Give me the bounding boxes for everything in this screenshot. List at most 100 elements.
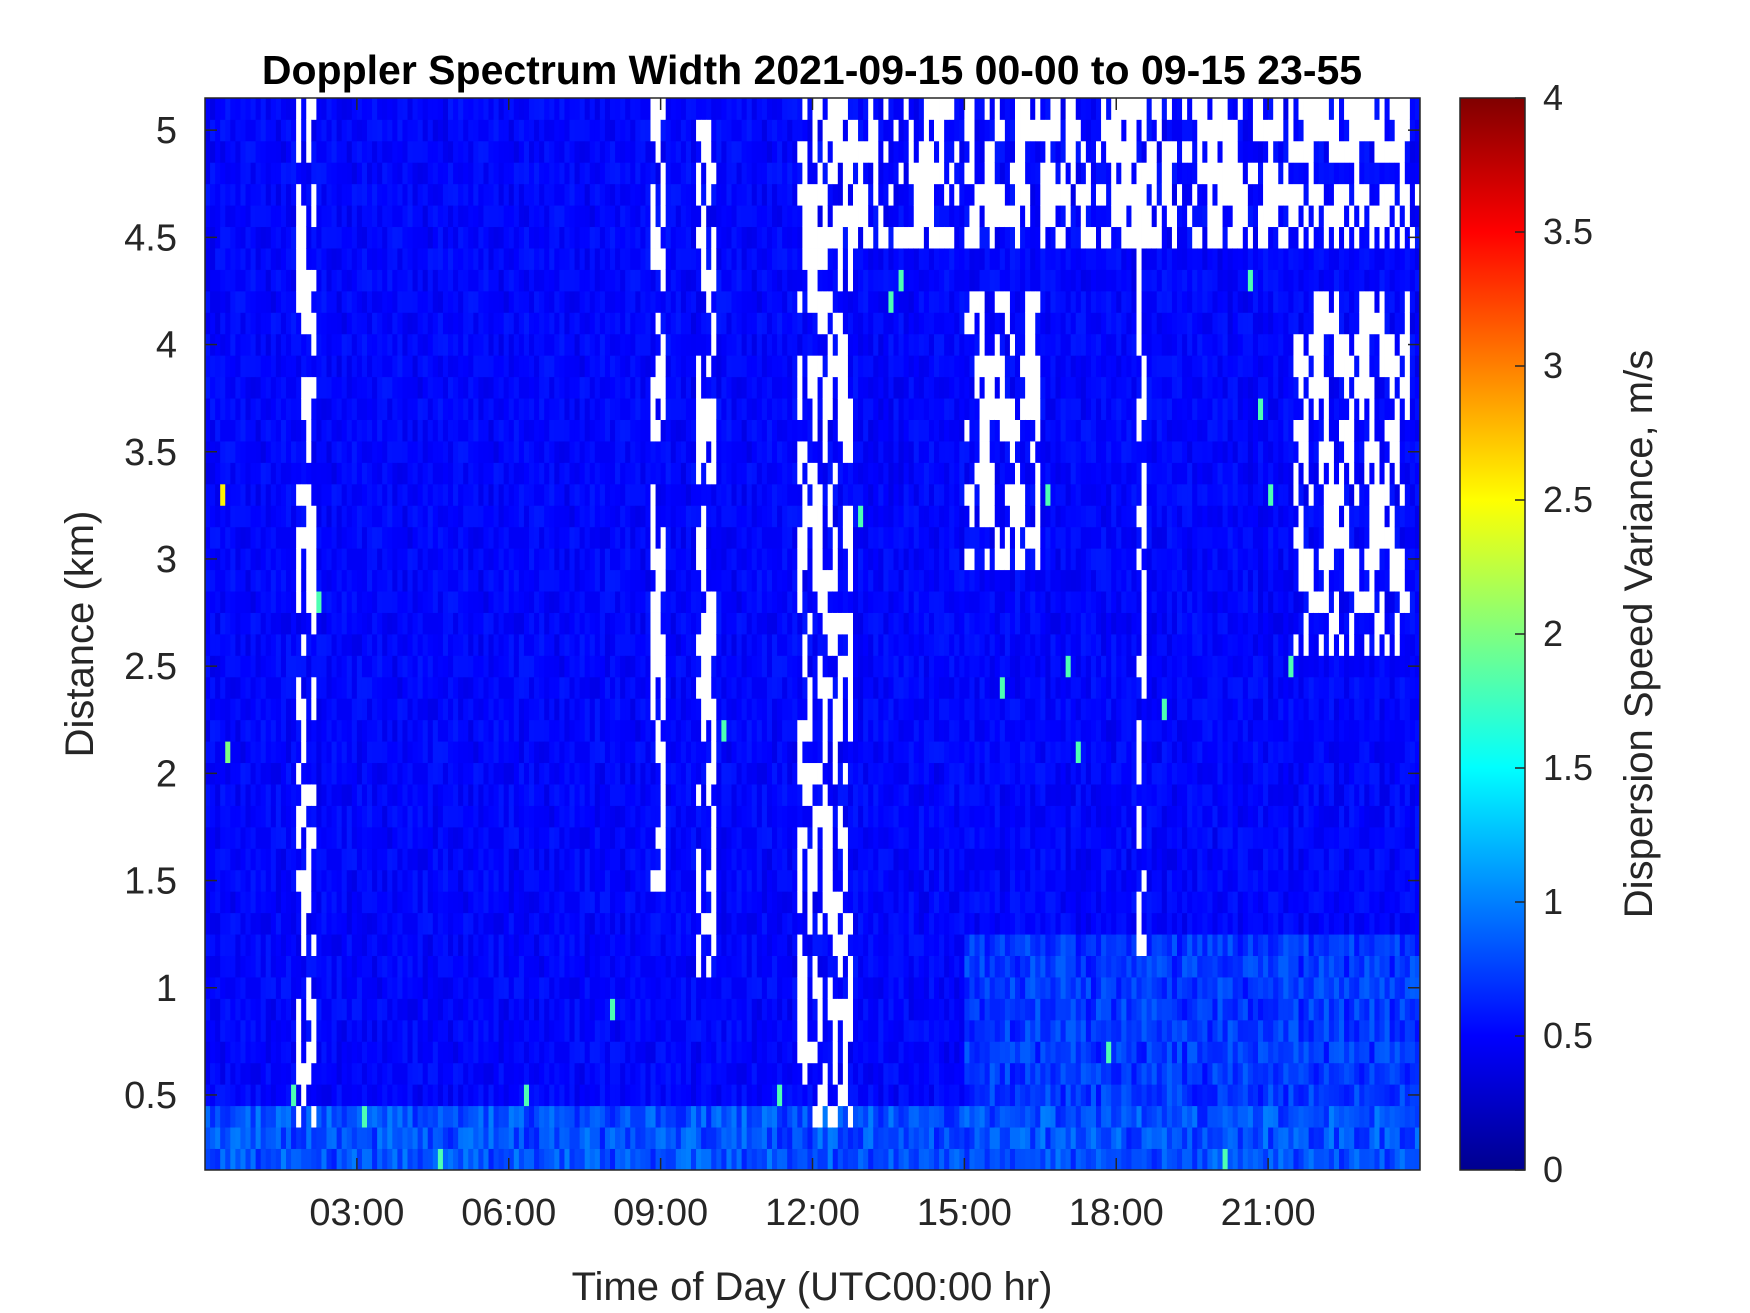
heatmap-cell bbox=[336, 591, 343, 613]
heatmap-cell bbox=[341, 719, 348, 742]
heatmap-cell bbox=[523, 505, 530, 528]
heatmap-cell bbox=[448, 762, 454, 785]
heatmap-cell bbox=[417, 891, 424, 914]
heatmap-cell bbox=[589, 934, 596, 956]
heatmap-cell bbox=[473, 119, 479, 142]
heatmap-cell bbox=[255, 526, 262, 549]
heatmap-cell bbox=[610, 226, 616, 249]
heatmap-cell bbox=[331, 162, 338, 185]
heatmap-cell bbox=[417, 441, 424, 463]
heatmap-cell bbox=[275, 98, 282, 120]
heatmap-cell bbox=[513, 762, 520, 785]
heatmap-cell bbox=[660, 612, 667, 635]
heatmap-cell bbox=[508, 483, 515, 506]
heatmap-cell bbox=[387, 977, 393, 999]
heatmap-cell bbox=[696, 741, 702, 764]
heatmap-cell bbox=[564, 248, 570, 270]
heatmap-cell bbox=[478, 269, 484, 292]
heatmap-cell bbox=[478, 1019, 484, 1042]
heatmap-cell bbox=[579, 290, 586, 313]
heatmap-cell bbox=[453, 140, 459, 163]
heatmap-cell bbox=[701, 1041, 707, 1064]
heatmap-cell bbox=[589, 634, 596, 656]
heatmap-cell bbox=[412, 848, 419, 871]
heatmap-cell bbox=[529, 505, 535, 528]
heatmap-cell bbox=[412, 698, 419, 721]
heatmap-cell bbox=[615, 634, 621, 656]
heatmap-cell bbox=[453, 934, 459, 956]
heatmap-cell bbox=[240, 826, 246, 849]
heatmap-cell bbox=[458, 762, 464, 785]
heatmap-cell bbox=[594, 98, 601, 120]
heatmap-cell bbox=[701, 333, 707, 356]
heatmap-cell bbox=[670, 1084, 677, 1107]
heatmap-cell bbox=[387, 634, 393, 656]
heatmap-cell bbox=[255, 376, 262, 399]
heatmap-cell bbox=[215, 655, 221, 678]
heatmap-cell bbox=[453, 762, 459, 785]
heatmap-cell bbox=[382, 183, 388, 206]
heatmap-cell bbox=[488, 505, 494, 528]
heatmap-cell bbox=[245, 98, 251, 120]
heatmap-cell-missing bbox=[660, 805, 667, 828]
heatmap-cell bbox=[442, 462, 449, 485]
heatmap-cell bbox=[275, 805, 282, 828]
heatmap-cell bbox=[306, 248, 312, 270]
heatmap-cell bbox=[321, 269, 327, 292]
heatmap-cell bbox=[680, 441, 687, 463]
heatmap-cell bbox=[463, 676, 469, 699]
heatmap-cell bbox=[473, 312, 479, 335]
heatmap-cell bbox=[529, 848, 535, 871]
heatmap-cell bbox=[589, 140, 596, 163]
heatmap-cell bbox=[250, 934, 257, 956]
heatmap-cell bbox=[336, 1041, 343, 1064]
heatmap-cell bbox=[518, 569, 525, 592]
heatmap-cell bbox=[483, 762, 489, 785]
heatmap-cell bbox=[493, 569, 500, 592]
heatmap-cell bbox=[478, 505, 484, 528]
heatmap-cell bbox=[589, 526, 596, 549]
heatmap-cell bbox=[680, 505, 687, 528]
heatmap-cell bbox=[286, 977, 292, 999]
heatmap-cell bbox=[559, 591, 565, 613]
heatmap-cell bbox=[554, 1019, 560, 1042]
heatmap-cell bbox=[321, 591, 327, 613]
heatmap-cell bbox=[670, 205, 677, 228]
heatmap-cell-missing bbox=[660, 269, 667, 292]
heatmap-cell bbox=[291, 526, 297, 549]
heatmap-cell bbox=[554, 1062, 560, 1085]
heatmap-cell bbox=[579, 698, 586, 721]
heatmap-cell bbox=[498, 1084, 505, 1107]
heatmap-cell bbox=[402, 526, 408, 549]
heatmap-cell bbox=[361, 934, 368, 956]
heatmap-cell bbox=[255, 741, 262, 764]
heatmap-cell bbox=[422, 1019, 429, 1042]
heatmap-cell bbox=[529, 441, 535, 463]
heatmap-cell bbox=[610, 891, 616, 914]
heatmap-cell bbox=[696, 1127, 702, 1149]
heatmap-cell bbox=[670, 1041, 677, 1064]
heatmap-cell bbox=[270, 226, 277, 249]
heatmap-cell bbox=[503, 591, 510, 613]
heatmap-cell bbox=[356, 891, 363, 914]
heatmap-cell bbox=[316, 205, 322, 228]
heatmap-cell bbox=[706, 1148, 712, 1171]
heatmap-cell bbox=[463, 655, 469, 678]
heatmap-cell bbox=[346, 784, 353, 806]
heatmap-cell bbox=[473, 719, 479, 742]
heatmap-cell bbox=[448, 591, 454, 613]
heatmap-cell bbox=[367, 419, 373, 442]
heatmap-cell bbox=[361, 462, 368, 485]
heatmap-cell bbox=[351, 912, 358, 935]
heatmap-cell bbox=[402, 998, 408, 1021]
heatmap-cell bbox=[579, 955, 586, 978]
heatmap-cell bbox=[539, 1041, 545, 1064]
heatmap-cell bbox=[412, 934, 419, 956]
heatmap-cell bbox=[453, 269, 459, 292]
heatmap-cell bbox=[463, 891, 469, 914]
heatmap-cell bbox=[518, 248, 525, 270]
heatmap-cell bbox=[215, 462, 221, 485]
heatmap-cell bbox=[691, 1105, 697, 1128]
heatmap-cell bbox=[685, 955, 692, 978]
heatmap-cell bbox=[523, 1084, 530, 1107]
